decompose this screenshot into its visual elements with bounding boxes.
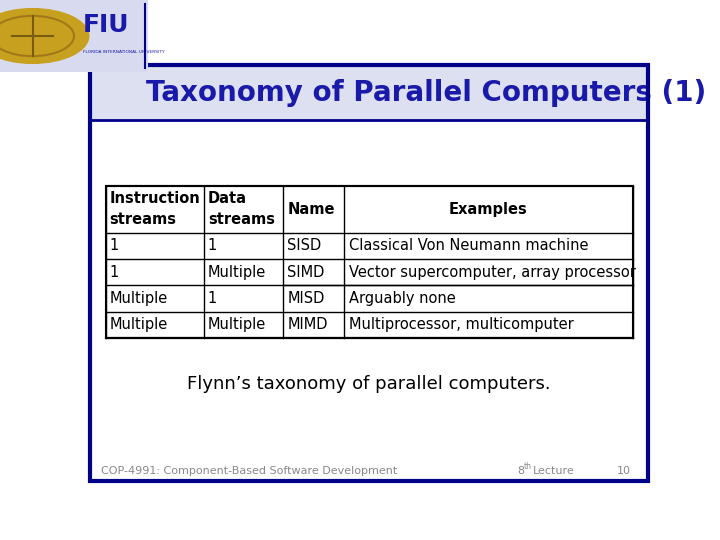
Text: Data: Data xyxy=(208,191,247,206)
Text: streams: streams xyxy=(109,212,176,227)
Text: SISD: SISD xyxy=(287,238,321,253)
Text: Classical Von Neumann machine: Classical Von Neumann machine xyxy=(349,238,589,253)
Text: 10: 10 xyxy=(617,467,631,476)
Text: MIMD: MIMD xyxy=(287,318,328,333)
Text: 8: 8 xyxy=(517,467,524,476)
Text: 1: 1 xyxy=(109,238,119,253)
Text: 1: 1 xyxy=(208,238,217,253)
Text: Arguably none: Arguably none xyxy=(349,291,456,306)
Text: Lecture: Lecture xyxy=(533,467,575,476)
Bar xyxy=(90,65,648,120)
Text: Vector supercomputer, array processor: Vector supercomputer, array processor xyxy=(349,265,636,280)
Text: streams: streams xyxy=(208,212,275,227)
Bar xyxy=(106,186,632,338)
Text: COP-4991: Component-Based Software Development: COP-4991: Component-Based Software Devel… xyxy=(101,467,397,476)
Text: Multiple: Multiple xyxy=(208,265,266,280)
Text: th: th xyxy=(524,462,532,470)
Text: Examples: Examples xyxy=(449,201,528,217)
Text: Name: Name xyxy=(287,201,335,217)
Text: Multiple: Multiple xyxy=(109,318,168,333)
Text: Taxonomy of Parallel Computers (1): Taxonomy of Parallel Computers (1) xyxy=(146,78,706,106)
Text: 1: 1 xyxy=(208,291,217,306)
Circle shape xyxy=(0,9,89,63)
Text: Multiple: Multiple xyxy=(109,291,168,306)
Text: 1: 1 xyxy=(109,265,119,280)
Text: Flynn’s taxonomy of parallel computers.: Flynn’s taxonomy of parallel computers. xyxy=(187,375,551,393)
Text: MISD: MISD xyxy=(287,291,325,306)
Text: Instruction: Instruction xyxy=(109,191,200,206)
Text: FIU: FIU xyxy=(83,13,130,37)
Text: Multiprocessor, multicomputer: Multiprocessor, multicomputer xyxy=(349,318,575,333)
Text: SIMD: SIMD xyxy=(287,265,325,280)
Text: FLORIDA INTERNATIONAL UNIVERSITY: FLORIDA INTERNATIONAL UNIVERSITY xyxy=(83,50,164,54)
Text: Multiple: Multiple xyxy=(208,318,266,333)
